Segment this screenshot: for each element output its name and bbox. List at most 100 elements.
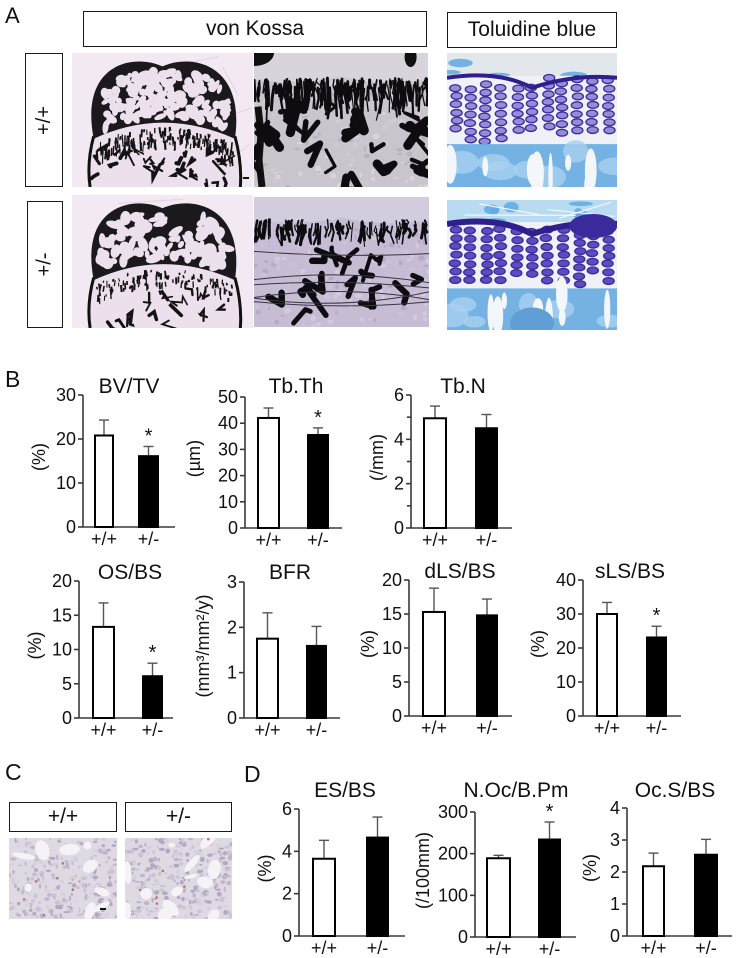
chart-title: BV/TV bbox=[99, 375, 160, 398]
x-tick-label: +/- bbox=[476, 530, 498, 550]
histology-von-kossa-high-wildtype bbox=[254, 53, 428, 187]
panel-label-a: A bbox=[5, 3, 20, 28]
y-tick-label: 10 bbox=[52, 640, 72, 660]
chart-title: dLS/BS bbox=[424, 560, 495, 583]
x-tick-label: +/- bbox=[695, 938, 717, 958]
histology-von-kossa-low-wildtype bbox=[72, 53, 253, 187]
y-tick-label: 0 bbox=[392, 706, 402, 726]
bar-wildtype bbox=[256, 637, 279, 720]
y-tick-label: 2 bbox=[282, 884, 292, 904]
y-tick-label: 15 bbox=[52, 605, 72, 625]
y-axis-label: (µm) bbox=[184, 440, 204, 477]
y-tick-label: 5 bbox=[392, 672, 402, 692]
y-axis-label: (/mm) bbox=[367, 434, 387, 481]
y-tick-label: 1 bbox=[227, 663, 237, 683]
y-tick-label: 40 bbox=[556, 570, 576, 590]
histology-von-kossa-low-heterozygous bbox=[72, 195, 253, 328]
bar-wildtype bbox=[423, 417, 447, 529]
y-tick-label: 6 bbox=[394, 385, 404, 405]
y-tick-label: 200 bbox=[438, 844, 468, 864]
x-tick-label: +/+ bbox=[91, 529, 117, 549]
x-tick-label: +/+ bbox=[594, 718, 620, 738]
x-tick-label: +/+ bbox=[422, 530, 448, 550]
chart-title: Tb.N bbox=[440, 375, 486, 398]
y-tick-label: 0 bbox=[227, 708, 237, 728]
y-tick-label: 0 bbox=[62, 708, 72, 728]
y-tick-label: 3 bbox=[610, 830, 620, 850]
y-axis-label: (%) bbox=[580, 854, 600, 882]
x-tick-label: +/+ bbox=[254, 720, 280, 740]
y-tick-label: 100 bbox=[438, 885, 468, 905]
histology-von-kossa-high-heterozygous bbox=[254, 197, 429, 327]
chart-title: Tb.Th bbox=[269, 375, 324, 398]
bar-heterozygous bbox=[476, 614, 498, 717]
x-tick-label: +/- bbox=[539, 939, 561, 958]
bar-wildtype bbox=[642, 865, 665, 937]
panel-label-b: B bbox=[5, 366, 21, 392]
x-tick-label: +/+ bbox=[90, 720, 116, 740]
histology-toluidine-blue-heterozygous bbox=[447, 200, 617, 330]
x-tick-label: +/- bbox=[142, 720, 164, 740]
y-axis-label: (%) bbox=[25, 632, 45, 660]
bar-wildtype bbox=[596, 613, 618, 717]
y-axis-label: (%) bbox=[255, 855, 275, 883]
x-tick-label: +/- bbox=[307, 530, 329, 550]
x-tick-label: +/+ bbox=[485, 939, 511, 958]
y-axis-label: (%) bbox=[29, 443, 49, 471]
y-tick-label: 10 bbox=[382, 638, 402, 658]
bar-heterozygous bbox=[142, 675, 163, 720]
y-tick-label: 10 bbox=[56, 473, 76, 493]
bar-heterozygous bbox=[306, 644, 327, 719]
bar-wildtype bbox=[92, 625, 115, 720]
significance-asterisk: * bbox=[314, 407, 322, 429]
y-tick-label: 2 bbox=[227, 617, 237, 637]
bar-heterozygous bbox=[475, 427, 498, 529]
y-tick-label: 30 bbox=[218, 439, 238, 459]
bar-wildtype bbox=[312, 857, 336, 937]
panel-label-c: C bbox=[5, 759, 22, 785]
y-tick-label: 0 bbox=[566, 706, 576, 726]
chart-title: ES/BS bbox=[314, 779, 376, 802]
bar-heterozygous bbox=[694, 853, 718, 937]
chart-title: N.Oc/B.Pm bbox=[463, 779, 568, 802]
y-tick-label: 2 bbox=[610, 862, 620, 882]
significance-asterisk: * bbox=[149, 642, 157, 664]
bar-wildtype bbox=[94, 434, 114, 529]
significance-asterisk: * bbox=[546, 801, 554, 823]
y-tick-label: 15 bbox=[382, 604, 402, 624]
y-tick-label: 300 bbox=[438, 802, 468, 822]
row-label-text: +/+ bbox=[32, 105, 55, 135]
bar-wildtype bbox=[257, 416, 280, 529]
x-tick-label: +/- bbox=[367, 938, 389, 958]
histology-trap-heterozygous bbox=[125, 838, 232, 919]
y-tick-label: 0 bbox=[282, 926, 292, 946]
bar-heterozygous bbox=[307, 433, 329, 529]
x-tick-label: +/- bbox=[138, 529, 160, 549]
x-tick-label: +/+ bbox=[255, 530, 281, 550]
y-tick-label: 0 bbox=[610, 926, 620, 946]
scale-bar bbox=[100, 908, 106, 910]
header-toluidine-blue: Toluidine blue bbox=[447, 12, 617, 48]
chart-title: sLS/BS bbox=[595, 560, 665, 583]
y-tick-label: 50 bbox=[218, 387, 238, 407]
row-label-wildtype: +/+ bbox=[25, 53, 63, 187]
bar-wildtype bbox=[486, 857, 511, 938]
y-axis-label: (%) bbox=[528, 630, 548, 658]
y-tick-label: 10 bbox=[218, 492, 238, 512]
bar-heterozygous bbox=[538, 838, 561, 938]
chart-title: OS/BS bbox=[98, 561, 162, 584]
histology-toluidine-blue-wildtype bbox=[447, 53, 617, 187]
y-tick-label: 4 bbox=[394, 429, 404, 449]
row-label-text: +/- bbox=[33, 252, 56, 277]
y-tick-label: 20 bbox=[56, 429, 76, 449]
y-tick-label: 20 bbox=[382, 570, 402, 590]
y-tick-label: 0 bbox=[458, 927, 468, 947]
significance-asterisk: * bbox=[145, 425, 153, 447]
y-tick-label: 0 bbox=[66, 517, 76, 537]
significance-asterisk: * bbox=[653, 605, 661, 627]
x-tick-label: +/+ bbox=[311, 938, 337, 958]
chart-title: Oc.S/BS bbox=[635, 779, 716, 802]
panel-label-d: D bbox=[244, 761, 261, 787]
bar-heterozygous bbox=[138, 455, 159, 528]
y-tick-label: 6 bbox=[282, 799, 292, 819]
